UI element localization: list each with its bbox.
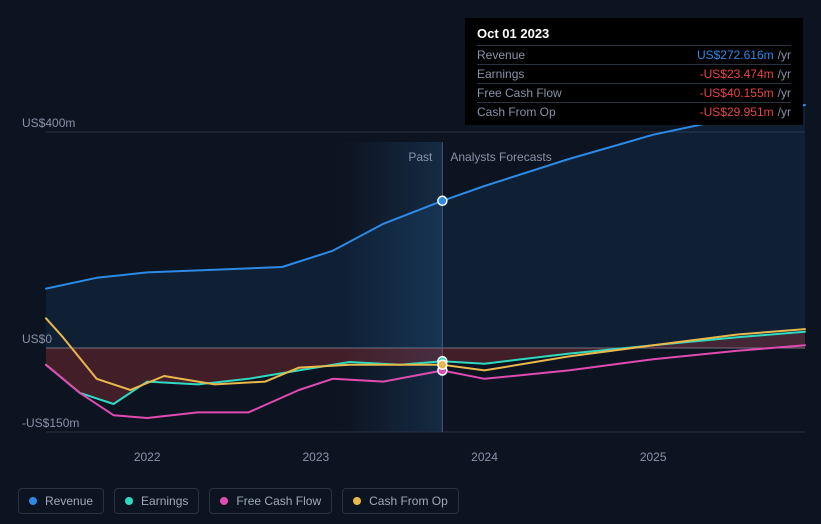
chart-tooltip: Oct 01 2023 RevenueUS$272.616m/yrEarning… [465,18,803,125]
chart-legend: Revenue Earnings Free Cash Flow Cash From O… [18,488,459,514]
y-axis-tick: -US$150m [22,416,79,430]
tooltip-row-label: Earnings [477,67,700,81]
tooltip-row-suffix: /yr [778,86,791,100]
tooltip-row-suffix: /yr [778,67,791,81]
tooltip-row-value: -US$23.474m [700,67,774,81]
tooltip-row: Cash From Op-US$29.951m/yr [477,102,791,121]
legend-label: Earnings [141,494,188,508]
legend-item-cfo[interactable]: Cash From Op [342,488,459,514]
legend-dot-icon [125,497,133,505]
tooltip-row-suffix: /yr [778,48,791,62]
x-axis-tick: 2023 [303,450,330,464]
tooltip-row-suffix: /yr [778,105,791,119]
tooltip-date: Oct 01 2023 [477,26,791,45]
legend-dot-icon [29,497,37,505]
past-label: Past [408,150,432,164]
tooltip-row-label: Revenue [477,48,697,62]
legend-label: Free Cash Flow [236,494,321,508]
legend-dot-icon [353,497,361,505]
tooltip-row-value: -US$29.951m [700,105,774,119]
tooltip-row: RevenueUS$272.616m/yr [477,45,791,64]
x-axis-tick: 2025 [640,450,667,464]
legend-label: Revenue [45,494,93,508]
tooltip-row-value: -US$40.155m [700,86,774,100]
x-axis-tick: 2024 [471,450,498,464]
x-axis-tick: 2022 [134,450,161,464]
tooltip-row: Free Cash Flow-US$40.155m/yr [477,83,791,102]
financials-chart: Oct 01 2023 RevenueUS$272.616m/yrEarning… [0,0,821,524]
legend-item-earnings[interactable]: Earnings [114,488,199,514]
legend-label: Cash From Op [369,494,448,508]
legend-item-fcf[interactable]: Free Cash Flow [209,488,332,514]
tooltip-row-label: Cash From Op [477,105,700,119]
tooltip-row-value: US$272.616m [697,48,774,62]
tooltip-row: Earnings-US$23.474m/yr [477,64,791,83]
y-axis-tick: US$400m [22,116,75,130]
y-axis-tick: US$0 [22,332,52,346]
tooltip-row-label: Free Cash Flow [477,86,700,100]
legend-dot-icon [220,497,228,505]
legend-item-revenue[interactable]: Revenue [18,488,104,514]
forecast-label: Analysts Forecasts [450,150,551,164]
